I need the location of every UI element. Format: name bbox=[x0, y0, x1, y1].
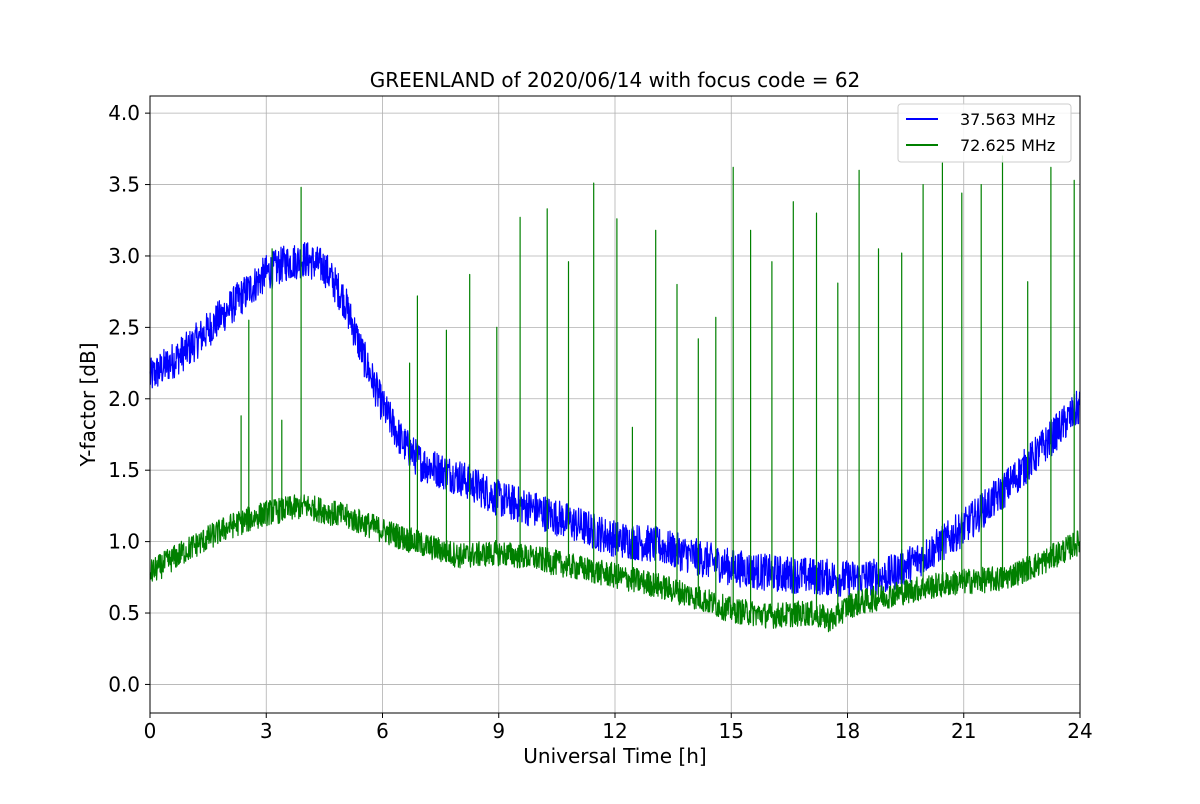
x-tick-label: 9 bbox=[492, 719, 505, 743]
y-tick-label: 4.0 bbox=[108, 101, 140, 125]
x-tick-label: 12 bbox=[602, 719, 627, 743]
y-tick-label: 3.5 bbox=[108, 173, 140, 197]
legend-label-0: 37.563 MHz bbox=[960, 110, 1055, 129]
x-axis-label: Universal Time [h] bbox=[523, 744, 706, 768]
y-tick-label: 3.0 bbox=[108, 244, 140, 268]
y-tick-label: 2.5 bbox=[108, 315, 140, 339]
y-tick-label: 1.5 bbox=[108, 458, 140, 482]
x-tick-label: 3 bbox=[260, 719, 273, 743]
x-tick-label: 15 bbox=[719, 719, 744, 743]
y-tick-label: 0.0 bbox=[108, 672, 140, 696]
series-layer bbox=[149, 155, 1081, 633]
legend: 37.563 MHz 72.625 MHz bbox=[897, 103, 1072, 163]
legend-box bbox=[897, 103, 1072, 163]
series-line-1 bbox=[149, 155, 1081, 633]
x-tick-label: 24 bbox=[1067, 719, 1092, 743]
x-tick-label: 21 bbox=[951, 719, 976, 743]
ticks: 0 3 6 9 12 15 18 21 24 0.0 0.5 1.0 1.5 2.0 2.5 3.0 3.5 4.… bbox=[108, 101, 1093, 743]
y-tick-label: 2.0 bbox=[108, 387, 140, 411]
y-axis-label: Y-factor [dB] bbox=[76, 342, 100, 467]
chart-title: GREENLAND of 2020/06/14 with focus code … bbox=[370, 68, 861, 92]
legend-label-1: 72.625 MHz bbox=[960, 136, 1055, 155]
x-tick-label: 0 bbox=[144, 719, 157, 743]
series-line-0 bbox=[149, 242, 1081, 598]
y-tick-label: 0.5 bbox=[108, 601, 140, 625]
y-tick-label: 1.0 bbox=[108, 530, 140, 554]
x-tick-label: 6 bbox=[376, 719, 389, 743]
x-tick-label: 18 bbox=[835, 719, 860, 743]
